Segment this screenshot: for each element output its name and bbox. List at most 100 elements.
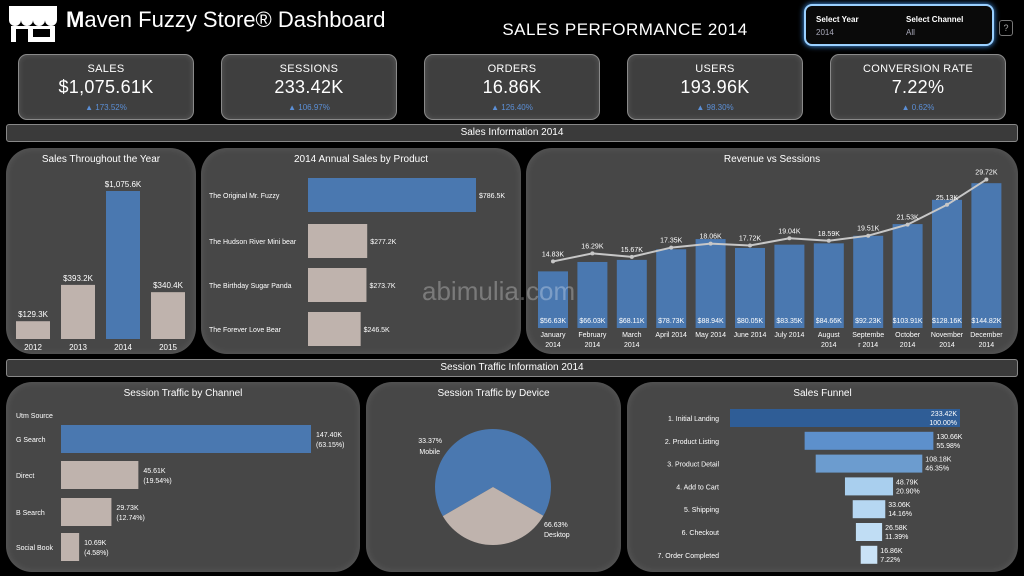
filter-panel: Select Year 2014 Select Channel All — [804, 4, 994, 46]
funnel-bar — [730, 409, 960, 427]
revenue-bar — [813, 243, 844, 328]
kpi-users: USERS 193.96K ▲ 98.30% — [627, 54, 803, 120]
sessions-point — [945, 202, 949, 207]
slice-category-label: Desktop — [544, 532, 570, 539]
value-label: 48.79K — [896, 479, 919, 486]
value-label: 233.42K — [931, 411, 957, 418]
bar — [61, 461, 139, 489]
traffic-channel-chart: Utm Source G Search 147.40K (63.15%) Direct 4… — [16, 413, 344, 561]
sessions-label: 21.53K — [897, 215, 920, 222]
x-tick-label: November — [931, 332, 964, 339]
x-tick-label: 2012 — [24, 343, 42, 352]
revenue-bar — [538, 271, 568, 328]
data-label: $246.5K — [364, 327, 390, 334]
bar — [308, 224, 368, 258]
x-tick-label: Septembe — [852, 332, 884, 339]
x-tick-label: December — [970, 332, 1003, 339]
data-label: $786.5K — [479, 193, 505, 200]
percent-label: 11.39% — [885, 534, 908, 541]
sessions-point — [629, 254, 634, 259]
x-tick-label: 2014 — [114, 343, 132, 352]
chart-title: Sales Throughout the Year — [41, 154, 161, 165]
sessions-label: 17.72K — [739, 236, 762, 243]
sessions-point — [551, 259, 555, 264]
revenue-label: $78.73K — [658, 318, 684, 325]
panel-sales-year: Sales Throughout the Year $129.3K 2012 $39… — [6, 148, 196, 354]
x-tick-label: 2014 — [545, 342, 561, 349]
sessions-label: 14.83K — [542, 251, 565, 258]
year-filter-value[interactable]: 2014 — [816, 28, 834, 37]
sessions-point — [590, 251, 595, 256]
revenue-label: $144.82K — [971, 318, 1001, 325]
sessions-label: 25.13K — [936, 195, 959, 202]
revenue-bar — [616, 259, 647, 328]
sessions-label: 19.04K — [778, 228, 801, 235]
app-title: Maven Fuzzy Store® Dashboard — [66, 7, 386, 32]
slice-percent-label: 66.63% — [544, 522, 568, 529]
kpi-conversion-rate: CONVERSION RATE 7.22% ▲ 0.62% — [830, 54, 1006, 120]
category-label: The Hudson River Mini bear — [209, 239, 297, 246]
x-tick-label: 2014 — [821, 342, 837, 349]
category-label: Direct — [16, 473, 34, 480]
channel-filter-value[interactable]: All — [906, 28, 915, 37]
data-label: 10.69K — [84, 540, 107, 547]
panel-sales-funnel: Sales Funnel 1. Initial Landing 233.42K 10… — [627, 382, 1018, 572]
revenue-bar — [695, 239, 726, 328]
sessions-label: 15.67K — [621, 247, 644, 254]
data-label: 147.40K — [316, 432, 342, 439]
bar — [308, 268, 367, 302]
data-label: 29.73K — [116, 505, 139, 512]
channel-filter[interactable]: Select Channel All — [906, 15, 964, 37]
category-label: The Birthday Sugar Panda — [209, 283, 292, 290]
sessions-label: 17.35K — [660, 238, 683, 245]
x-tick-label: April 2014 — [655, 332, 687, 339]
value-label: 108.18K — [925, 457, 951, 464]
sessions-point — [748, 243, 752, 248]
stage-label: 5. Shipping — [684, 507, 719, 514]
percent-label: 46.35% — [925, 466, 949, 473]
revenue-label: $84.66K — [816, 318, 842, 325]
sessions-point — [669, 245, 674, 250]
x-tick-label: March — [622, 332, 642, 339]
kpi-sessions: SESSIONS 233.42K ▲ 106.97% — [221, 54, 397, 120]
x-tick-label: r 2014 — [858, 342, 878, 349]
sessions-point — [708, 241, 713, 246]
section-sales-info: Sales Information 2014 — [6, 124, 1018, 142]
x-tick-label: 2014 — [585, 342, 601, 349]
revenue-bar — [577, 261, 608, 328]
category-label: G Search — [16, 437, 46, 444]
panel-traffic-device: Session Traffic by Device 66.63% Desktop 3… — [366, 382, 621, 572]
revenue-bar — [853, 235, 884, 328]
value-label: 26.58K — [885, 525, 908, 532]
year-filter[interactable]: Select Year 2014 — [816, 15, 859, 37]
pie-slice — [435, 429, 551, 517]
revenue-bar — [971, 183, 1002, 328]
revenue-label: $128.16K — [932, 318, 962, 325]
x-tick-label: 2014 — [979, 342, 995, 349]
stage-label: 1. Initial Landing — [668, 416, 719, 423]
bar — [308, 178, 476, 212]
page-title: SALES PERFORMANCE 2014 — [502, 20, 748, 39]
percent-label: (12.74%) — [116, 515, 144, 522]
kpi-orders: ORDERS 16.86K ▲ 126.40% — [424, 54, 600, 120]
bar — [308, 312, 361, 346]
revenue-bar — [932, 199, 962, 328]
revenue-label: $80.05K — [737, 318, 763, 325]
percent-label: 100.00% — [929, 420, 957, 427]
panel-product-sales: 2014 Annual Sales by Product The Origina… — [201, 148, 521, 354]
x-tick-label: 2014 — [624, 342, 640, 349]
revenue-label: $88.94K — [698, 318, 724, 325]
store-icon — [9, 6, 57, 42]
sessions-point — [984, 177, 989, 182]
stage-label: 2. Product Listing — [665, 439, 719, 446]
x-tick-label: 2014 — [939, 342, 955, 349]
chart-title: Session Traffic by Channel — [123, 388, 243, 399]
funnel-bar — [815, 454, 923, 473]
sessions-label: 16.29K — [581, 243, 604, 250]
data-label: $340.4K — [153, 281, 183, 290]
percent-label: (19.54%) — [143, 478, 171, 485]
sessions-point — [826, 238, 831, 243]
help-button[interactable]: ? — [999, 20, 1013, 36]
pie-slice — [442, 487, 544, 545]
revenue-label: $68.11K — [619, 318, 645, 325]
